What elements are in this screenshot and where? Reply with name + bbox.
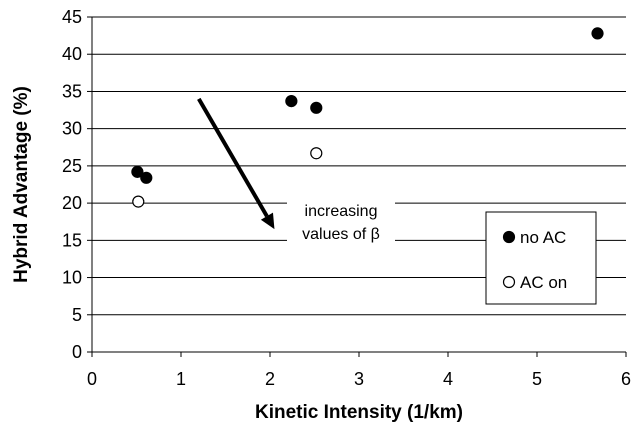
y-tick-label: 40 (62, 44, 82, 64)
x-tick-labels: 0 1 2 3 4 5 6 (87, 369, 631, 389)
x-tick-label: 6 (621, 369, 631, 389)
y-tick-label: 25 (62, 156, 82, 176)
y-tick-label: 30 (62, 119, 82, 139)
y-tick-label: 35 (62, 81, 82, 101)
annotation-background (287, 195, 395, 245)
annotation-line-1: increasing (305, 203, 378, 220)
legend-label: no AC (520, 228, 566, 247)
y-tick-label: 5 (72, 305, 82, 325)
data-points (131, 27, 604, 208)
legend: no AC AC on (485, 211, 597, 305)
y-tick-label: 15 (62, 230, 82, 250)
y-tick-label: 20 (62, 193, 82, 213)
y-tick-label: 45 (62, 7, 82, 27)
point-no-ac (285, 95, 298, 108)
legend-marker-no-ac (502, 230, 516, 244)
y-tick-label: 0 (72, 342, 82, 362)
gridlines (92, 16, 626, 316)
point-no-ac (591, 27, 604, 40)
y-tick-label: 10 (62, 268, 82, 288)
x-tick-label: 0 (87, 369, 97, 389)
x-tick-label: 2 (265, 369, 275, 389)
x-tick-label: 3 (354, 369, 364, 389)
point-no-ac (131, 165, 144, 178)
x-tick-label: 4 (443, 369, 453, 389)
point-no-ac (310, 101, 323, 114)
legend-label: AC on (520, 273, 567, 292)
y-tick-labels: 0 5 10 15 20 25 30 35 40 45 (62, 7, 82, 362)
arrow-head (260, 212, 275, 230)
axes (87, 16, 627, 357)
arrow-shaft (197, 97, 269, 218)
legend-box (485, 211, 597, 305)
legend-marker-ac-on (502, 275, 516, 289)
x-axis-title: Kinetic Intensity (1/km) (255, 402, 463, 423)
x-tick-label: 1 (176, 369, 186, 389)
y-axis-title: Hybrid Advantage (%) (11, 86, 32, 283)
point-ac-on (132, 195, 145, 208)
point-ac-on (310, 147, 323, 160)
annotation: increasing values of β (197, 97, 395, 245)
annotation-line-2: values of β (302, 226, 380, 243)
x-tick-label: 5 (532, 369, 542, 389)
point-no-ac (140, 171, 153, 184)
